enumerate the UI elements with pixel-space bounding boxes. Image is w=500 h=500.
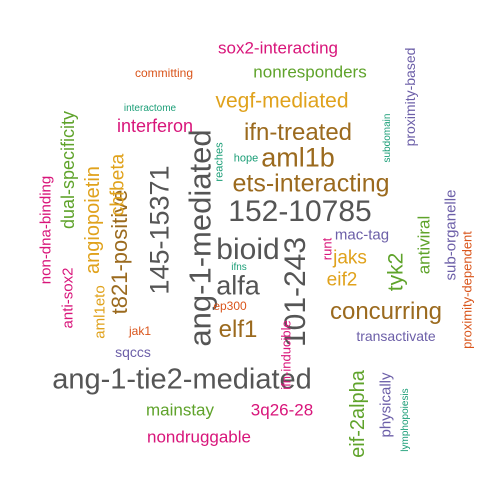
- word-reaches: reaches: [213, 142, 226, 182]
- word-angiopoietin: angiopoietin: [82, 166, 104, 274]
- word-ifn-treated: ifn-treated: [243, 119, 353, 146]
- word-ang-1-tie2-mediated: ang-1-tie2-mediated: [52, 363, 312, 396]
- word-non-dna-binding: non-dna-binding: [37, 175, 55, 285]
- word-cbfbeta: cbfbeta: [107, 153, 129, 217]
- word-145-15371: 145-15371: [144, 165, 175, 295]
- word-transactivate: transactivate: [356, 328, 436, 344]
- word-aml1b: aml1b: [261, 142, 335, 173]
- word-bioid: bioid: [216, 233, 280, 266]
- word-152-10785: 152-10785: [228, 195, 372, 228]
- word-vegf-mediated: vegf-mediated: [215, 89, 349, 113]
- word-proximity-dependent: proximity-dependent: [459, 231, 475, 349]
- word-hope: hope: [233, 152, 259, 165]
- word-sox2-interacting: sox2-interacting: [217, 38, 339, 58]
- word-3q26-28: 3q26-28: [250, 400, 314, 420]
- word-aml1eto: aml1eto: [91, 285, 109, 339]
- word-anti-sox2: anti-sox2: [59, 267, 77, 329]
- word-mainstay: mainstay: [145, 400, 215, 420]
- word-jaks: jaks: [333, 247, 367, 269]
- word-interferon: interferon: [116, 116, 194, 136]
- word-tyk2: tyk2: [384, 252, 408, 292]
- word-jak1: jak1: [128, 324, 152, 338]
- word-ang-1-mediated: ang-1-mediated: [182, 129, 218, 347]
- word-runt: runt: [319, 237, 335, 261]
- word-antiviral: antiviral: [414, 215, 434, 275]
- word-dual-specificity: dual-specificity: [58, 110, 78, 230]
- word-interactome: interactome: [123, 103, 177, 114]
- word-ets-interacting: ets-interacting: [232, 169, 390, 198]
- word-committing: committing: [134, 66, 194, 80]
- word-eif-2alpha: eif-2alpha: [347, 370, 369, 458]
- word-sqccs: sqccs: [115, 344, 151, 360]
- word-sub-organelle: sub-organelle: [442, 189, 460, 281]
- word-lymphopoiesis: lymphopoiesis: [400, 388, 411, 452]
- word-nondruggable: nondruggable: [147, 427, 251, 447]
- word-elf1: elf1: [218, 316, 258, 343]
- word-subdomain: subdomain: [382, 113, 393, 163]
- word-ifns: ifns: [231, 262, 247, 273]
- word-ifn-inducible: ifn-inducible: [278, 320, 294, 390]
- word-concurring: concurring: [329, 298, 443, 325]
- word-eif2: eif2: [326, 269, 358, 291]
- word-physically: physically: [377, 372, 395, 438]
- word-nonresponders: nonresponders: [253, 62, 367, 82]
- word-proximity-based: proximity-based: [402, 47, 418, 147]
- word-ep300: ep300: [213, 299, 247, 313]
- word-mac-tag: mac-tag: [334, 226, 390, 244]
- word-alfa: alfa: [216, 270, 260, 301]
